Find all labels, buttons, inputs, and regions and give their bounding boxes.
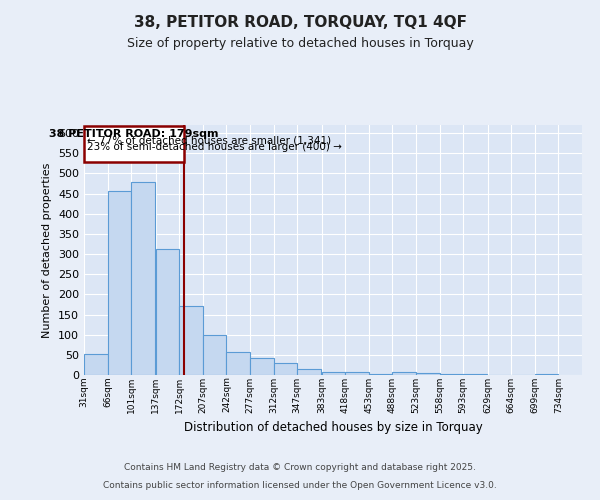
Text: 23% of semi-detached houses are larger (400) →: 23% of semi-detached houses are larger (…	[86, 142, 341, 152]
Bar	[226, 352, 250, 375]
Bar	[274, 363, 297, 375]
Bar	[84, 126, 184, 162]
Bar	[131, 182, 155, 375]
Bar	[155, 249, 179, 375]
Bar	[345, 372, 369, 375]
Text: Contains public sector information licensed under the Open Government Licence v3: Contains public sector information licen…	[103, 481, 497, 490]
Text: Contains HM Land Registry data © Crown copyright and database right 2025.: Contains HM Land Registry data © Crown c…	[124, 464, 476, 472]
Bar	[84, 354, 107, 375]
Y-axis label: Number of detached properties: Number of detached properties	[43, 162, 52, 338]
Bar	[107, 190, 131, 375]
Text: ← 77% of detached houses are smaller (1,341): ← 77% of detached houses are smaller (1,…	[86, 136, 331, 146]
Bar	[463, 374, 487, 375]
Bar	[322, 372, 345, 375]
Text: 38, PETITOR ROAD, TORQUAY, TQ1 4QF: 38, PETITOR ROAD, TORQUAY, TQ1 4QF	[133, 15, 467, 30]
Text: Size of property relative to detached houses in Torquay: Size of property relative to detached ho…	[127, 38, 473, 51]
Bar	[297, 369, 321, 375]
Bar	[179, 306, 203, 375]
Bar	[440, 374, 463, 375]
Bar	[250, 358, 274, 375]
Bar	[369, 374, 392, 375]
X-axis label: Distribution of detached houses by size in Torquay: Distribution of detached houses by size …	[184, 421, 482, 434]
Bar	[203, 334, 226, 375]
Bar	[392, 372, 416, 375]
Bar	[535, 374, 559, 375]
Bar	[416, 372, 440, 375]
Text: 38 PETITOR ROAD: 179sqm: 38 PETITOR ROAD: 179sqm	[49, 130, 218, 140]
